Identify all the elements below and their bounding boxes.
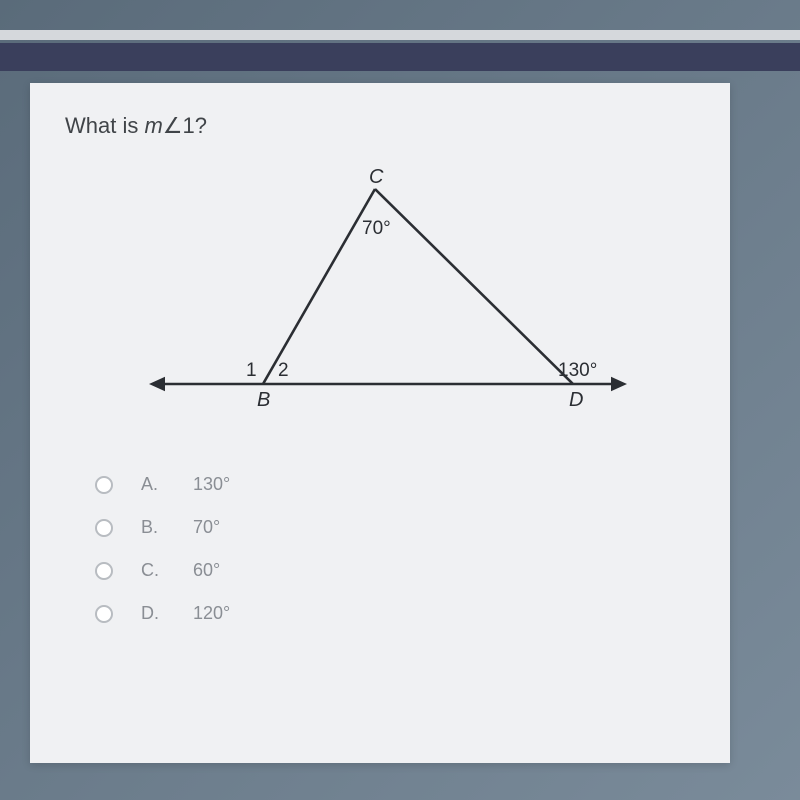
- browser-toolbar: [0, 30, 800, 40]
- radio-d[interactable]: [95, 605, 113, 623]
- question-text: What is m∠1?: [65, 113, 700, 139]
- question-card: What is m∠1? CBD70°130°12 A. 130° B. 70°…: [30, 83, 730, 763]
- triangle-diagram: C B D 70° 130° 12: [123, 164, 643, 444]
- option-b-text: 70°: [193, 517, 220, 538]
- q-suffix: ?: [195, 113, 207, 138]
- diagram-container: C B D 70° 130° 12: [65, 164, 700, 444]
- option-d[interactable]: D. 120°: [95, 603, 700, 624]
- angle-symbol: ∠: [163, 113, 183, 138]
- radio-b[interactable]: [95, 519, 113, 537]
- svg-text:D: D: [569, 389, 583, 411]
- svg-text:1: 1: [246, 360, 257, 381]
- svg-text:130°: 130°: [558, 360, 597, 381]
- radio-a[interactable]: [95, 476, 113, 494]
- svg-text:C: C: [369, 166, 384, 188]
- angle-number: 1: [183, 113, 195, 138]
- option-a-letter: A.: [141, 474, 165, 495]
- q-m: m: [144, 113, 162, 138]
- option-d-text: 120°: [193, 603, 230, 624]
- diagram-svg: C B D 70° 130° 12: [123, 164, 643, 444]
- q-prefix: What is: [65, 113, 144, 138]
- svg-text:2: 2: [278, 360, 289, 381]
- option-a[interactable]: A. 130°: [95, 474, 700, 495]
- option-d-letter: D.: [141, 603, 165, 624]
- app-header-bar: [0, 43, 800, 71]
- svg-text:70°: 70°: [362, 218, 391, 239]
- radio-c[interactable]: [95, 562, 113, 580]
- option-a-text: 130°: [193, 474, 230, 495]
- option-c[interactable]: C. 60°: [95, 560, 700, 581]
- option-b[interactable]: B. 70°: [95, 517, 700, 538]
- answer-options: A. 130° B. 70° C. 60° D. 120°: [95, 474, 700, 624]
- option-b-letter: B.: [141, 517, 165, 538]
- option-c-letter: C.: [141, 560, 165, 581]
- option-c-text: 60°: [193, 560, 220, 581]
- svg-text:B: B: [257, 389, 270, 411]
